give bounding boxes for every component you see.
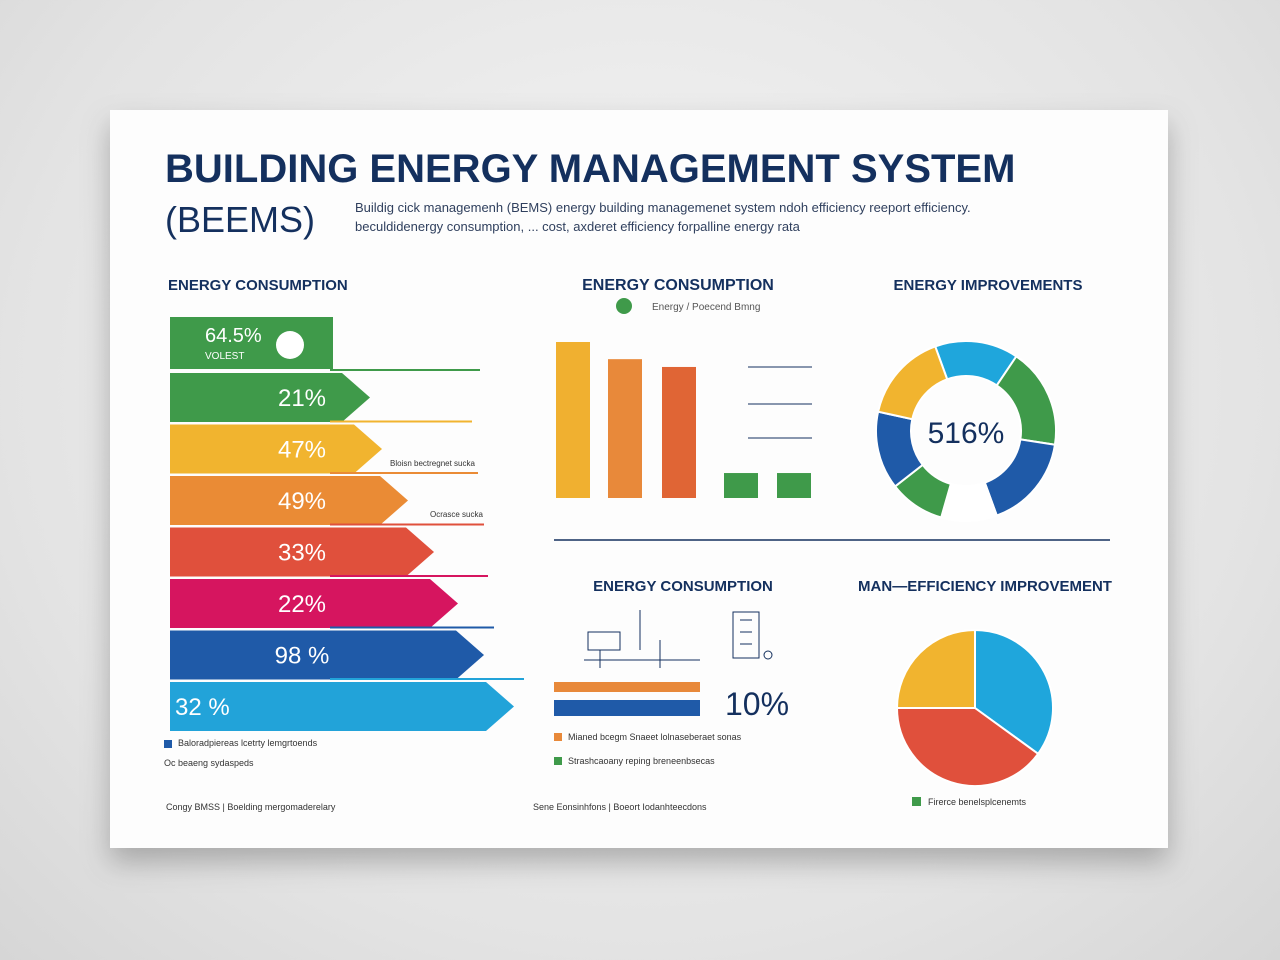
slice	[974, 628, 1054, 756]
note: Ocrasce sucka	[430, 510, 483, 519]
panel-title: ENERGY CONSUMPTION	[582, 277, 774, 294]
arrow	[170, 630, 484, 680]
panel-title: ENERGY CONSUMPTION	[593, 578, 773, 595]
big-label: 10%	[725, 686, 789, 722]
subtitle: Buildig cick managemenh (BEMS) energy bu…	[355, 200, 971, 215]
legend-swatch	[554, 733, 562, 741]
bar	[724, 473, 758, 498]
legend-swatch	[912, 797, 921, 806]
arrow	[170, 527, 434, 577]
slice	[895, 707, 1040, 787]
arrow-label: 21%	[278, 385, 326, 412]
slice	[876, 345, 949, 421]
arrow	[170, 476, 408, 525]
legend-text: Strashcaoany reping breneenbsecas	[568, 756, 715, 766]
arrow	[170, 424, 382, 474]
legend-text: Firerce benelsplcenemts	[928, 797, 1027, 807]
top-box	[170, 317, 333, 369]
panel-title: ENERGY IMPROVEMENTS	[894, 277, 1083, 294]
subtitle: beculdidenergy consumption, ... cost, ax…	[355, 219, 801, 234]
footer: Congy BMSS | Boelding mergomaderelary	[166, 802, 336, 812]
arrow-label: 33%	[278, 540, 326, 567]
panel-subtitle: Energy / Poecend Bmng	[652, 302, 760, 313]
center-label: 516%	[928, 417, 1005, 450]
arrow	[170, 373, 370, 422]
icon	[616, 298, 632, 314]
building-sketch	[584, 610, 773, 668]
arrow-sublabel: VOLEST	[205, 351, 244, 362]
bar	[556, 342, 590, 498]
legend-text: Baloradpiereas lcetrty lemgrtoends	[178, 738, 318, 748]
arrow-label: 22%	[278, 591, 326, 618]
legend-swatch	[164, 740, 172, 748]
arrow	[170, 579, 458, 628]
panel-title: ENERGY CONSUMPTION	[168, 277, 348, 294]
arrow-label: 49%	[278, 488, 326, 515]
icon	[276, 331, 304, 359]
footer: Sene Eonsinhfons | Boeort Iodanhteecdons	[533, 802, 707, 812]
title-abbr: (BEEMS)	[165, 199, 315, 240]
note: Bloisn bectregnet sucka	[390, 459, 475, 468]
bar	[777, 473, 811, 498]
slice	[895, 628, 976, 709]
arrow-label: 32 %	[175, 694, 230, 721]
panel-title: MAN—EFFICIENCY IMPROVEMENT	[858, 578, 1112, 595]
arrow-label: 47%	[278, 437, 326, 464]
arrow-label: 64.5%	[205, 325, 262, 347]
title: BUILDING ENERGY MANAGEMENT SYSTEM	[165, 147, 1015, 191]
arrow	[170, 682, 514, 731]
legend-text: Oc beaeng sydaspeds	[164, 758, 254, 768]
bar	[608, 359, 642, 498]
h-bar	[554, 700, 700, 716]
legend-swatch	[554, 757, 562, 765]
bar	[662, 366, 696, 498]
arrow-label: 98 %	[275, 643, 330, 670]
h-bar	[554, 682, 700, 692]
legend-text: Mianed bcegm Snaeet lolnaseberaet sonas	[568, 732, 742, 742]
